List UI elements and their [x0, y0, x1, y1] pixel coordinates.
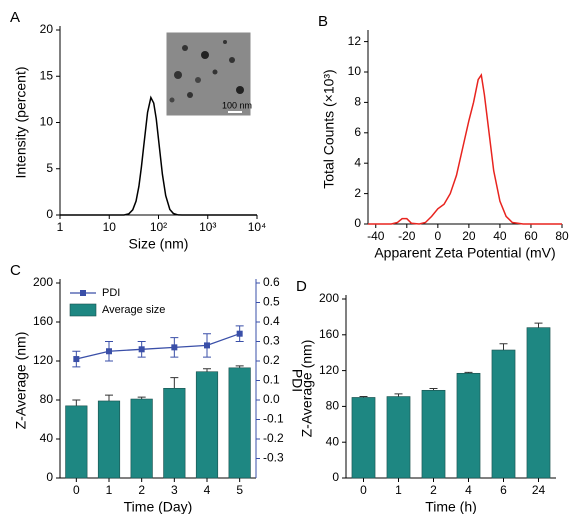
- y-tick-label: 5: [46, 161, 53, 175]
- bar: [163, 387, 186, 479]
- panel-label: D: [296, 278, 307, 295]
- y2-tick-label: -0.3: [263, 451, 284, 465]
- y-tick-label: 200: [319, 291, 339, 305]
- y-tick-label: 200: [33, 275, 53, 289]
- inset-label: 100 nm: [222, 100, 252, 110]
- x-tick-label: 20: [462, 229, 476, 243]
- x-tick-label: -20: [398, 229, 416, 243]
- legend-swatch: [69, 303, 97, 317]
- y-axis-label: Total Counts (×10³): [321, 69, 337, 188]
- y-tick-label: 15: [40, 68, 54, 82]
- y2-tick-label: 0.2: [263, 353, 280, 367]
- panel-label: B: [318, 13, 328, 30]
- pdi-line: [76, 333, 240, 360]
- y2-tick-label: 0.0: [263, 392, 280, 406]
- y-tick-label: 160: [319, 327, 339, 341]
- data-line: [368, 73, 562, 225]
- y-tick-label: 10: [348, 64, 362, 78]
- y-tick-label: 80: [326, 399, 340, 413]
- y2-tick-label: 0.5: [263, 295, 280, 309]
- y-tick-label: 4: [354, 155, 361, 169]
- x-tick-label: 0: [434, 229, 441, 243]
- x-tick-label: 0: [360, 483, 367, 497]
- y-tick-label: 10: [40, 115, 54, 129]
- x-tick-label: 10³: [199, 220, 216, 234]
- x-tick-label: 24: [532, 483, 546, 497]
- y-tick-label: 0: [46, 470, 53, 484]
- y2-tick-label: 0.3: [263, 334, 280, 348]
- pdi-marker: [204, 342, 210, 349]
- x-tick-label: 10²: [150, 220, 167, 234]
- y-tick-label: 160: [33, 314, 53, 328]
- bar: [228, 367, 251, 479]
- bar: [65, 405, 88, 479]
- y-tick-label: 80: [40, 392, 54, 406]
- x-tick-label: 5: [236, 483, 243, 497]
- bar: [97, 400, 121, 479]
- legend-label: Average size: [102, 304, 165, 316]
- y-tick-label: 2: [354, 186, 361, 200]
- y-tick-label: 8: [354, 95, 361, 109]
- bar: [526, 327, 551, 479]
- y-tick-label: 20: [40, 22, 54, 36]
- panel-label: C: [10, 262, 21, 279]
- y2-tick-label: 0.6: [263, 275, 280, 289]
- legend-label: PDI: [102, 287, 120, 299]
- y-tick-label: 0: [46, 207, 53, 221]
- x-tick-label: 1: [395, 483, 402, 497]
- bar: [195, 371, 219, 479]
- pdi-marker: [106, 348, 112, 355]
- x-axis-label: Time (Day): [124, 499, 193, 514]
- bar: [351, 397, 376, 479]
- x-axis-label: Apparent Zeta Potential (mV): [374, 245, 555, 261]
- x-tick-label: 60: [524, 229, 538, 243]
- y2-tick-label: 0.4: [263, 314, 280, 328]
- legend-marker: [80, 290, 86, 296]
- x-tick-label: 2: [430, 483, 437, 497]
- x-tick-label: 4: [204, 483, 211, 497]
- bar: [491, 349, 516, 479]
- x-axis-label: Time (h): [425, 499, 477, 514]
- y-axis-label: Z-Average (nm): [299, 340, 315, 438]
- bar: [130, 398, 153, 479]
- bar: [421, 389, 446, 479]
- pdi-marker: [236, 330, 243, 337]
- x-tick-label: 3: [171, 483, 178, 497]
- y-axis-label: Z-Average (nm): [13, 332, 29, 430]
- y2-tick-label: -0.1: [263, 412, 284, 426]
- pdi-marker: [171, 344, 178, 351]
- x-tick-label: 4: [465, 483, 472, 497]
- x-tick-label: 0: [73, 483, 80, 497]
- x-tick-label: -40: [367, 229, 385, 243]
- x-tick-label: 40: [493, 229, 507, 243]
- y2-tick-label: 0.1: [263, 373, 280, 387]
- y-tick-label: 120: [33, 353, 53, 367]
- bar: [456, 372, 481, 479]
- y-tick-label: 0: [332, 470, 339, 484]
- x-tick-label: 1: [106, 483, 113, 497]
- pdi-marker: [73, 356, 80, 363]
- y2-tick-label: -0.2: [263, 431, 284, 445]
- pdi-marker: [138, 346, 145, 353]
- panel-label: A: [10, 9, 20, 26]
- y-tick-label: 120: [319, 363, 339, 377]
- inset-image: [165, 31, 252, 117]
- x-tick-label: 6: [500, 483, 507, 497]
- y-tick-label: 6: [354, 125, 361, 139]
- y-tick-label: 40: [326, 434, 340, 448]
- y-axis-label: Intensity (percent): [13, 66, 29, 178]
- x-tick-label: 10: [103, 220, 117, 234]
- x-tick-label: 10⁴: [248, 220, 267, 234]
- x-tick-label: 1: [57, 220, 64, 234]
- x-tick-label: 80: [555, 229, 569, 243]
- x-tick-label: 2: [138, 483, 145, 497]
- x-axis-label: Size (nm): [129, 236, 189, 252]
- y2-axis-label: PDI: [289, 369, 305, 392]
- y-tick-label: 40: [40, 431, 54, 445]
- data-line: [60, 95, 257, 216]
- y-tick-label: 12: [348, 34, 362, 48]
- y-tick-label: 0: [354, 216, 361, 230]
- bar: [386, 396, 411, 479]
